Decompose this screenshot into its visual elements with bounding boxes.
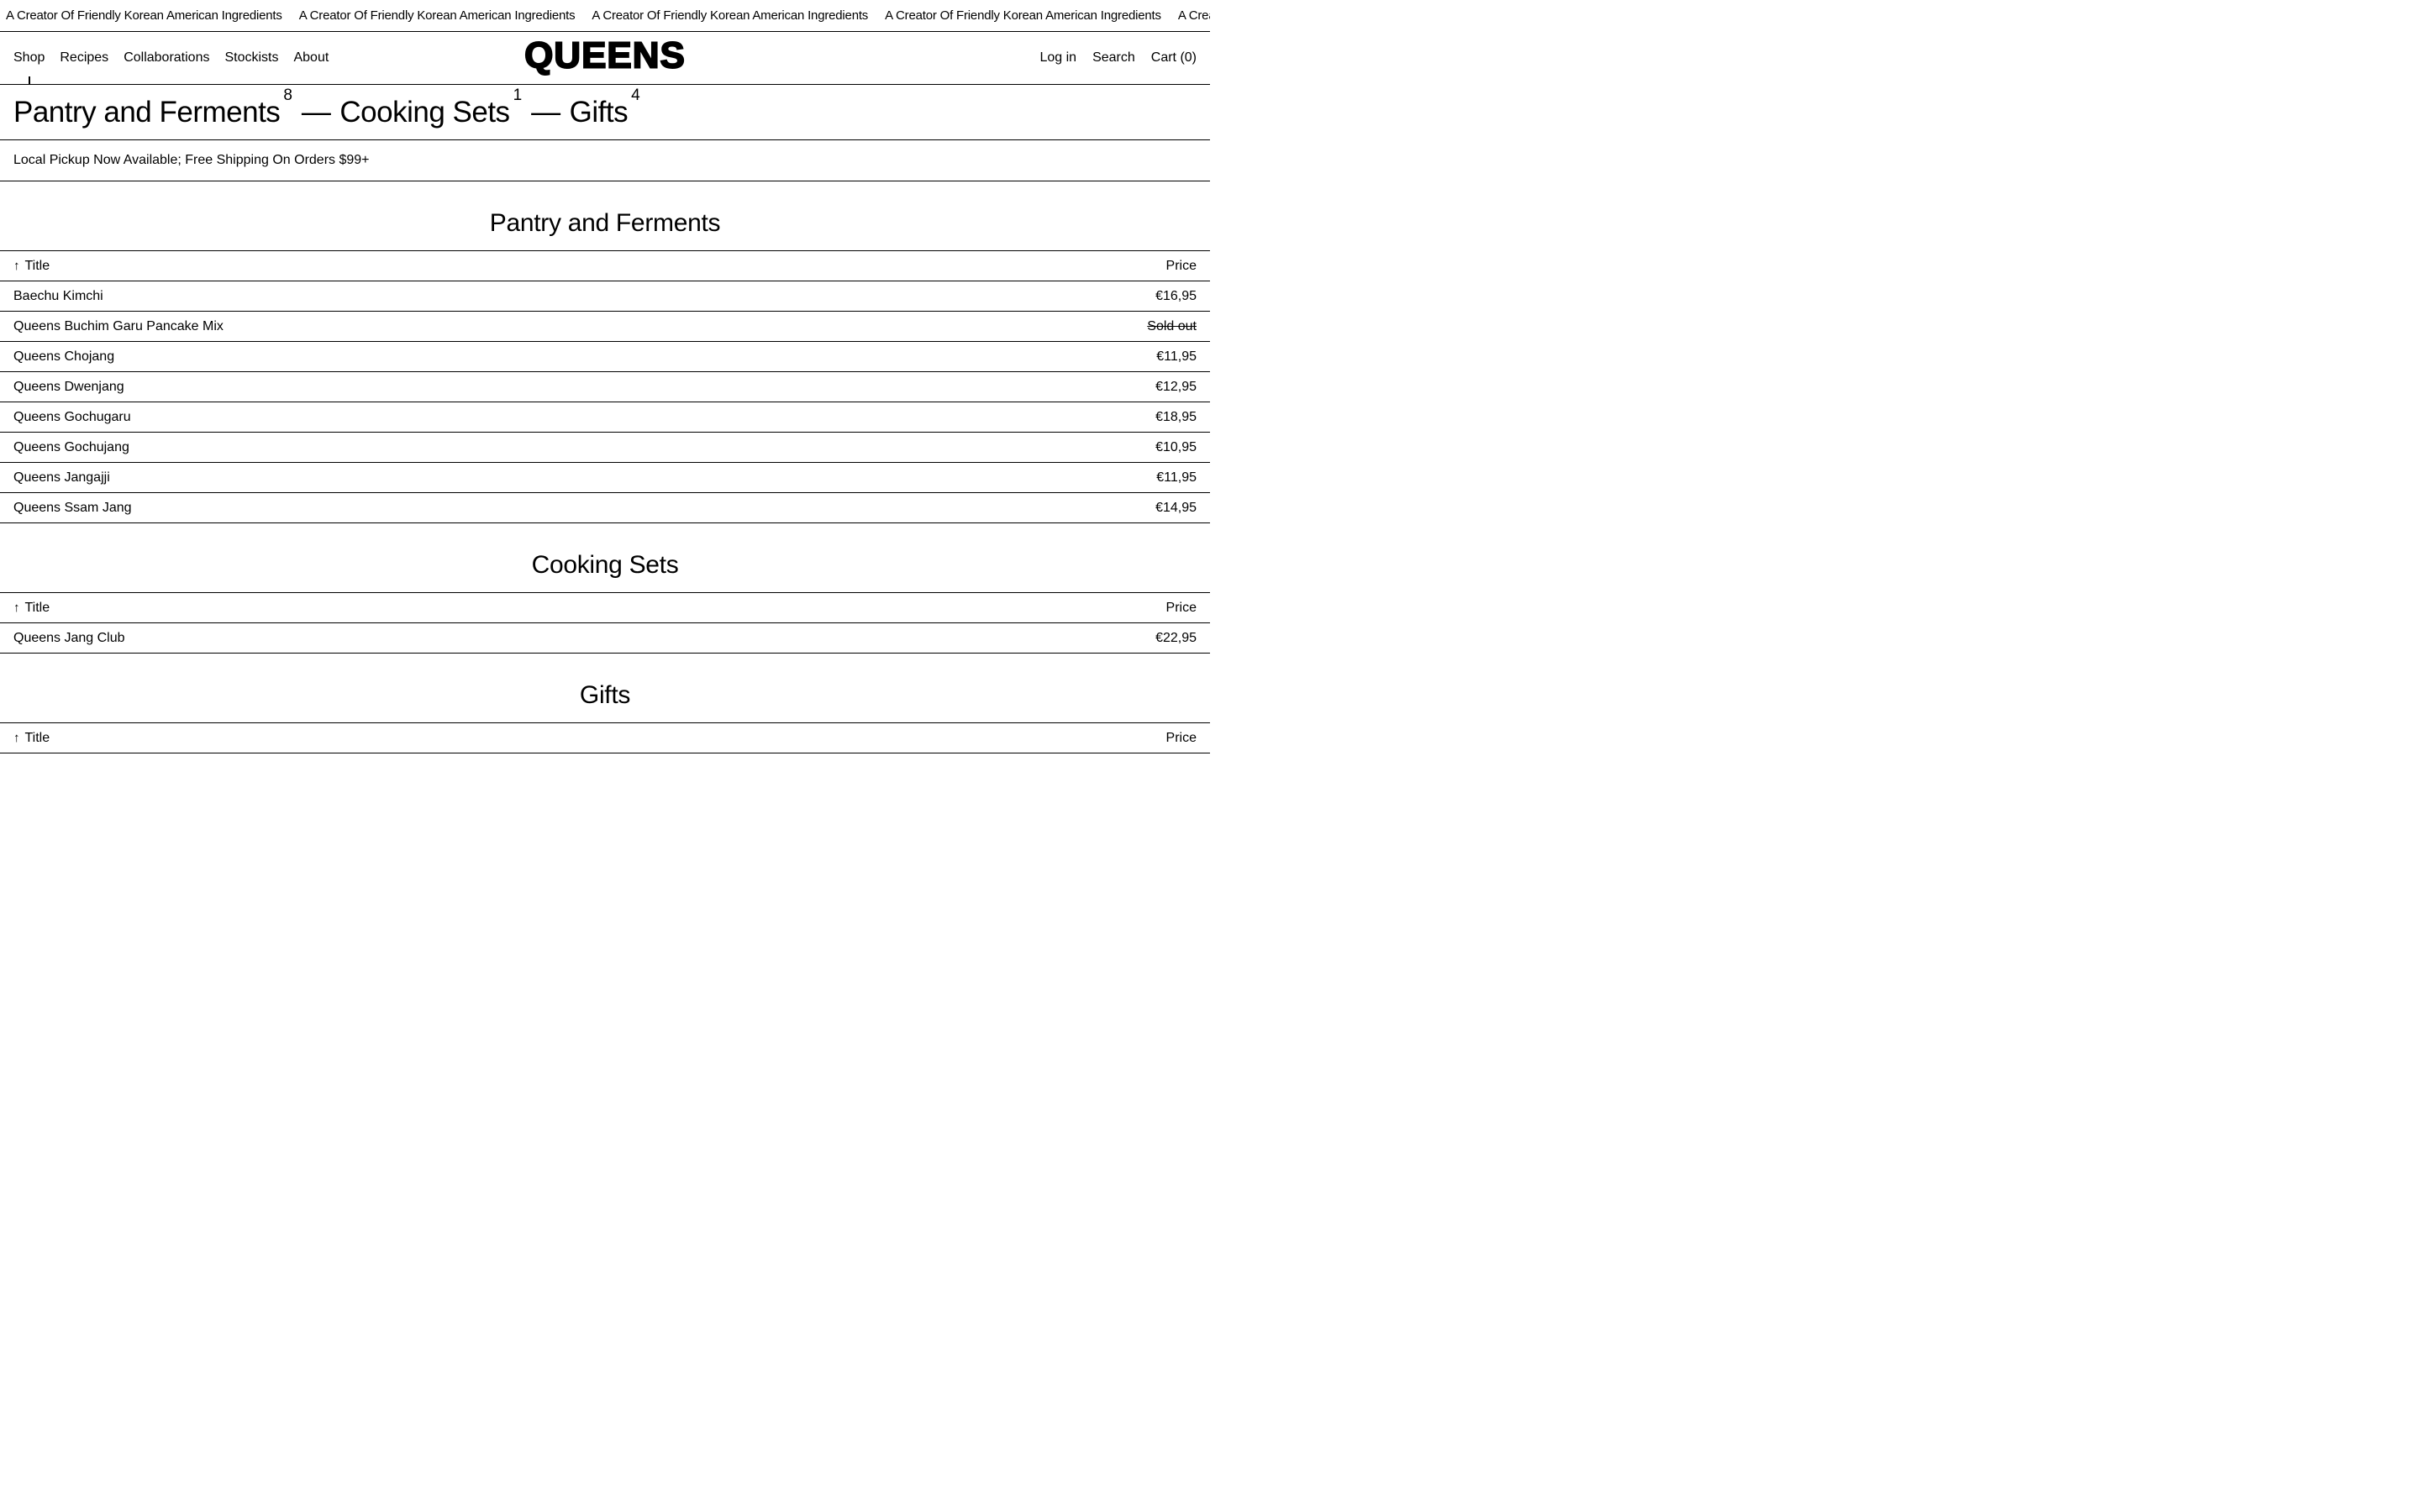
product-row[interactable]: Baechu Kimchi €16,95 — [0, 281, 1210, 312]
ticker-text: A Creator Of Friendly Korean American In… — [885, 8, 1161, 23]
page-title: Pantry and Ferments8— Cooking Sets1— Gifts… — [0, 85, 1210, 140]
product-title[interactable]: Queens Dwenjang — [13, 379, 124, 394]
announcement-text: Local Pickup Now Available; Free Shippin… — [13, 153, 370, 167]
product-price: €12,95 — [1155, 379, 1197, 394]
product-title[interactable]: Queens Gochugaru — [13, 409, 131, 424]
active-nav-indicator — [29, 76, 30, 84]
collection-section: Pantry and Ferments ↑ Title Price Baechu … — [0, 208, 1210, 523]
product-row[interactable]: Queens Gochugaru €18,95 — [0, 402, 1210, 433]
product-price: €22,95 — [1155, 630, 1197, 645]
collection-count: 8 — [283, 86, 292, 104]
product-title[interactable]: Queens Jangajji — [13, 470, 110, 485]
price-header[interactable]: Price — [1165, 730, 1197, 745]
account-nav: Log in Search Cart (0) — [605, 50, 1197, 66]
collection-name: Gifts — [569, 95, 629, 129]
product-price: Sold out — [1147, 318, 1197, 333]
product-title[interactable]: Queens Ssam Jang — [13, 500, 132, 515]
brand-logo[interactable]: QUEENS — [523, 35, 686, 77]
product-row[interactable]: Queens Ssam Jang €14,95 — [0, 493, 1210, 523]
product-price: €14,95 — [1155, 500, 1197, 515]
ticker-text: A Creator Of Friendly Korean American In… — [592, 8, 869, 23]
collection-heading: Gifts — [579, 681, 631, 709]
product-table: ↑ Title Price Baechu Kimchi €16,95 Queens… — [0, 250, 1210, 523]
product-price: €16,95 — [1155, 288, 1197, 303]
title-separator: — — [301, 95, 331, 129]
sort-title-header[interactable]: ↑ Title — [13, 731, 50, 746]
collection-name: Pantry and Ferments — [13, 95, 281, 129]
product-table: ↑ Title Price Queens Jang Club €22,95 — [0, 592, 1210, 654]
announcement-ticker: A Creator Of Friendly Korean American In… — [0, 0, 1210, 32]
collection-name: Cooking Sets — [339, 95, 510, 129]
title-header-label: Title — [24, 730, 50, 745]
nav-item-about[interactable]: About — [293, 50, 329, 65]
table-header-row: ↑ Title Price — [0, 251, 1210, 281]
nav-item-recipes[interactable]: Recipes — [60, 50, 109, 65]
main-header: Shop Recipes Collaborations Stockists About … — [0, 32, 1210, 85]
sort-ascending-icon: ↑ — [13, 259, 20, 273]
ticker-text: A Creator Of Friendly Korean American In… — [298, 8, 576, 23]
nav-item-stockists[interactable]: Stockists — [224, 50, 279, 65]
product-price: €18,95 — [1155, 409, 1197, 424]
product-row[interactable]: Queens Jang Club €22,95 — [0, 623, 1210, 654]
page-title-segment: Cooking Sets1 — [339, 87, 522, 129]
collections: Pantry and Ferments ↑ Title Price Baechu … — [0, 208, 1210, 753]
title-header-label: Title — [24, 600, 50, 615]
collection-section: Gifts ↑ Title Price — [0, 680, 1210, 753]
nav-item-shop[interactable]: Shop — [13, 50, 45, 65]
announcement-bar: Local Pickup Now Available; Free Shippin… — [0, 140, 1210, 181]
product-title[interactable]: Queens Buchim Garu Pancake Mix — [13, 318, 224, 333]
table-header-row: ↑ Title Price — [0, 723, 1210, 753]
product-price: €10,95 — [1155, 439, 1197, 454]
page-title-segment: Pantry and Ferments8 — [13, 87, 292, 129]
product-title[interactable]: Baechu Kimchi — [13, 288, 103, 303]
primary-nav: Shop Recipes Collaborations Stockists About — [13, 50, 605, 66]
product-row[interactable]: Queens Gochujang €10,95 — [0, 433, 1210, 463]
product-row[interactable]: Queens Dwenjang €12,95 — [0, 372, 1210, 402]
price-header[interactable]: Price — [1165, 258, 1197, 273]
sort-title-header[interactable]: ↑ Title — [13, 601, 50, 616]
product-price: €11,95 — [1156, 349, 1197, 364]
product-row[interactable]: Queens Jangajji €11,95 — [0, 463, 1210, 493]
ticker-text: A Creator Of Friendly Korean American In… — [6, 8, 282, 23]
nav-item-log-in[interactable]: Log in — [1039, 50, 1077, 65]
nav-item-collaborations[interactable]: Collaborations — [124, 50, 210, 65]
page-title-segment: Gifts4 — [569, 87, 640, 129]
table-header-row: ↑ Title Price — [0, 593, 1210, 623]
ticker-text: A Creator Of Friendly Korean American In… — [1177, 8, 1210, 23]
sort-ascending-icon: ↑ — [13, 601, 20, 615]
collection-section: Cooking Sets ↑ Title Price Queens Jang Cl… — [0, 550, 1210, 654]
announcement-ticker-track: A Creator Of Friendly Korean American In… — [0, 8, 1210, 23]
sort-title-header[interactable]: ↑ Title — [13, 259, 50, 274]
nav-item-cart-0-[interactable]: Cart (0) — [1150, 50, 1197, 65]
product-title[interactable]: Queens Gochujang — [13, 439, 129, 454]
collection-count: 1 — [513, 86, 523, 104]
title-separator: — — [531, 95, 560, 129]
product-title[interactable]: Queens Jang Club — [13, 630, 125, 645]
collection-heading: Pantry and Ferments — [489, 209, 721, 237]
product-row[interactable]: Queens Chojang €11,95 — [0, 342, 1210, 372]
product-title[interactable]: Queens Chojang — [13, 349, 115, 364]
title-header-label: Title — [24, 258, 50, 273]
product-table: ↑ Title Price — [0, 722, 1210, 753]
sort-ascending-icon: ↑ — [13, 731, 20, 745]
product-price: €11,95 — [1156, 470, 1197, 485]
collection-heading: Cooking Sets — [531, 551, 679, 579]
collection-count: 4 — [631, 86, 640, 104]
product-row[interactable]: Queens Buchim Garu Pancake Mix Sold out — [0, 312, 1210, 342]
nav-item-search[interactable]: Search — [1092, 50, 1135, 65]
price-header[interactable]: Price — [1165, 600, 1197, 615]
